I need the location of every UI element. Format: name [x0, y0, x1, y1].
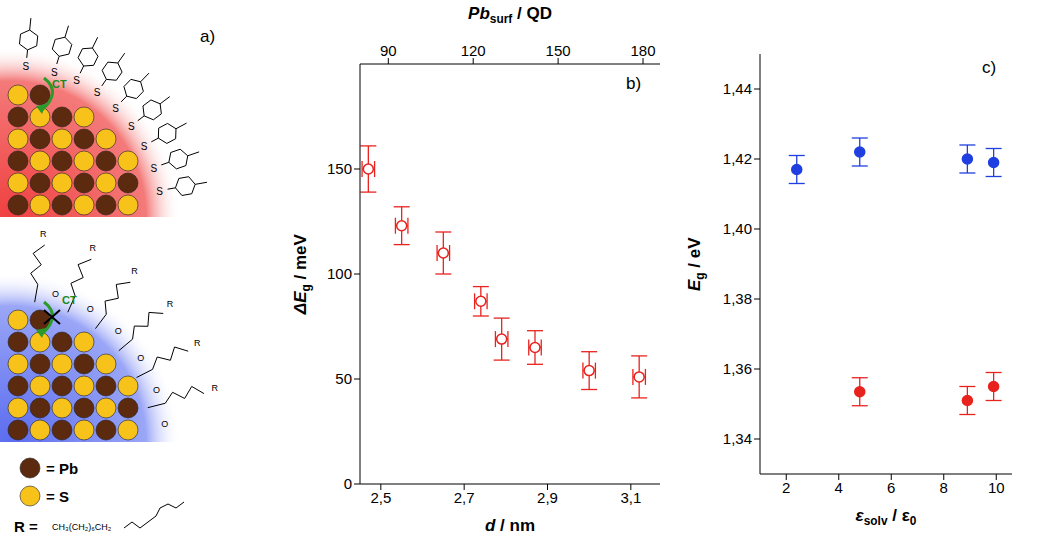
svg-text:180: 180	[631, 42, 656, 59]
svg-text:1,42: 1,42	[723, 150, 752, 167]
svg-text:CT: CT	[62, 294, 77, 306]
svg-text:S: S	[94, 87, 101, 98]
svg-text:50: 50	[335, 370, 352, 387]
svg-text:10: 10	[988, 479, 1005, 496]
svg-text:2,5: 2,5	[370, 489, 391, 506]
svg-text:1,38: 1,38	[723, 290, 752, 307]
svg-text:4: 4	[835, 479, 843, 496]
svg-text:2,9: 2,9	[537, 489, 558, 506]
svg-text:2: 2	[782, 479, 790, 496]
html-text:εsolv/ ε0: εsolv/ ε0	[855, 506, 917, 529]
svg-text:R: R	[40, 229, 47, 239]
svg-text:R: R	[90, 243, 97, 253]
svg-text:90: 90	[380, 42, 397, 59]
svg-text:O: O	[153, 385, 160, 395]
svg-text:S: S	[51, 67, 58, 78]
html-text:d / nm: d / nm	[485, 516, 535, 535]
svg-text:1,36: 1,36	[723, 360, 752, 377]
svg-text:O: O	[161, 419, 168, 429]
svg-text:150: 150	[546, 42, 571, 59]
svg-text:O: O	[87, 304, 94, 314]
svg-text:a): a)	[200, 27, 215, 46]
html-text:Pbsurf/ QD: Pbsurf/ QD	[468, 4, 552, 27]
svg-text:6: 6	[887, 479, 895, 496]
html-text:ΔE: ΔE	[290, 291, 310, 315]
svg-text:150: 150	[327, 160, 352, 177]
svg-text:120: 120	[461, 42, 486, 59]
svg-text:R: R	[167, 299, 174, 309]
html-text:c): c)	[982, 58, 997, 77]
svg-text:CT: CT	[52, 78, 67, 90]
html-text:E: E	[684, 279, 704, 291]
svg-text:R: R	[131, 266, 138, 276]
svg-text:CH₃(CH₂)₆CH₂: CH₃(CH₂)₆CH₂	[52, 522, 112, 532]
svg-text:= S: = S	[46, 488, 69, 505]
svg-text:8: 8	[940, 479, 948, 496]
svg-text:R: R	[212, 383, 219, 393]
svg-text:O: O	[52, 289, 59, 299]
svg-text:O: O	[115, 326, 122, 336]
html-text:b): b)	[626, 74, 642, 93]
svg-text:1,34: 1,34	[723, 430, 752, 447]
svg-text:0: 0	[344, 475, 352, 492]
html-text:g: g	[693, 272, 708, 280]
svg-text:R =: R =	[14, 518, 38, 535]
svg-text:O: O	[137, 353, 144, 363]
svg-text:1,40: 1,40	[723, 220, 752, 237]
svg-text:= Pb: = Pb	[46, 460, 78, 477]
svg-text:2,7: 2,7	[454, 489, 475, 506]
svg-text:S: S	[73, 75, 80, 86]
svg-text:3,1: 3,1	[620, 489, 641, 506]
svg-text:1,44: 1,44	[723, 80, 752, 97]
svg-text:S: S	[112, 103, 119, 114]
svg-text:100: 100	[327, 265, 352, 282]
svg-text:S: S	[141, 141, 148, 152]
svg-text:S: S	[150, 163, 157, 174]
svg-text:S: S	[23, 61, 30, 72]
html-text:g: g	[299, 284, 314, 292]
html-text:/ meV: / meV	[290, 234, 310, 285]
svg-text:S: S	[128, 121, 135, 132]
svg-text:R: R	[194, 338, 201, 348]
svg-text:S: S	[156, 186, 163, 197]
html-text:/ eV: / eV	[684, 237, 704, 273]
